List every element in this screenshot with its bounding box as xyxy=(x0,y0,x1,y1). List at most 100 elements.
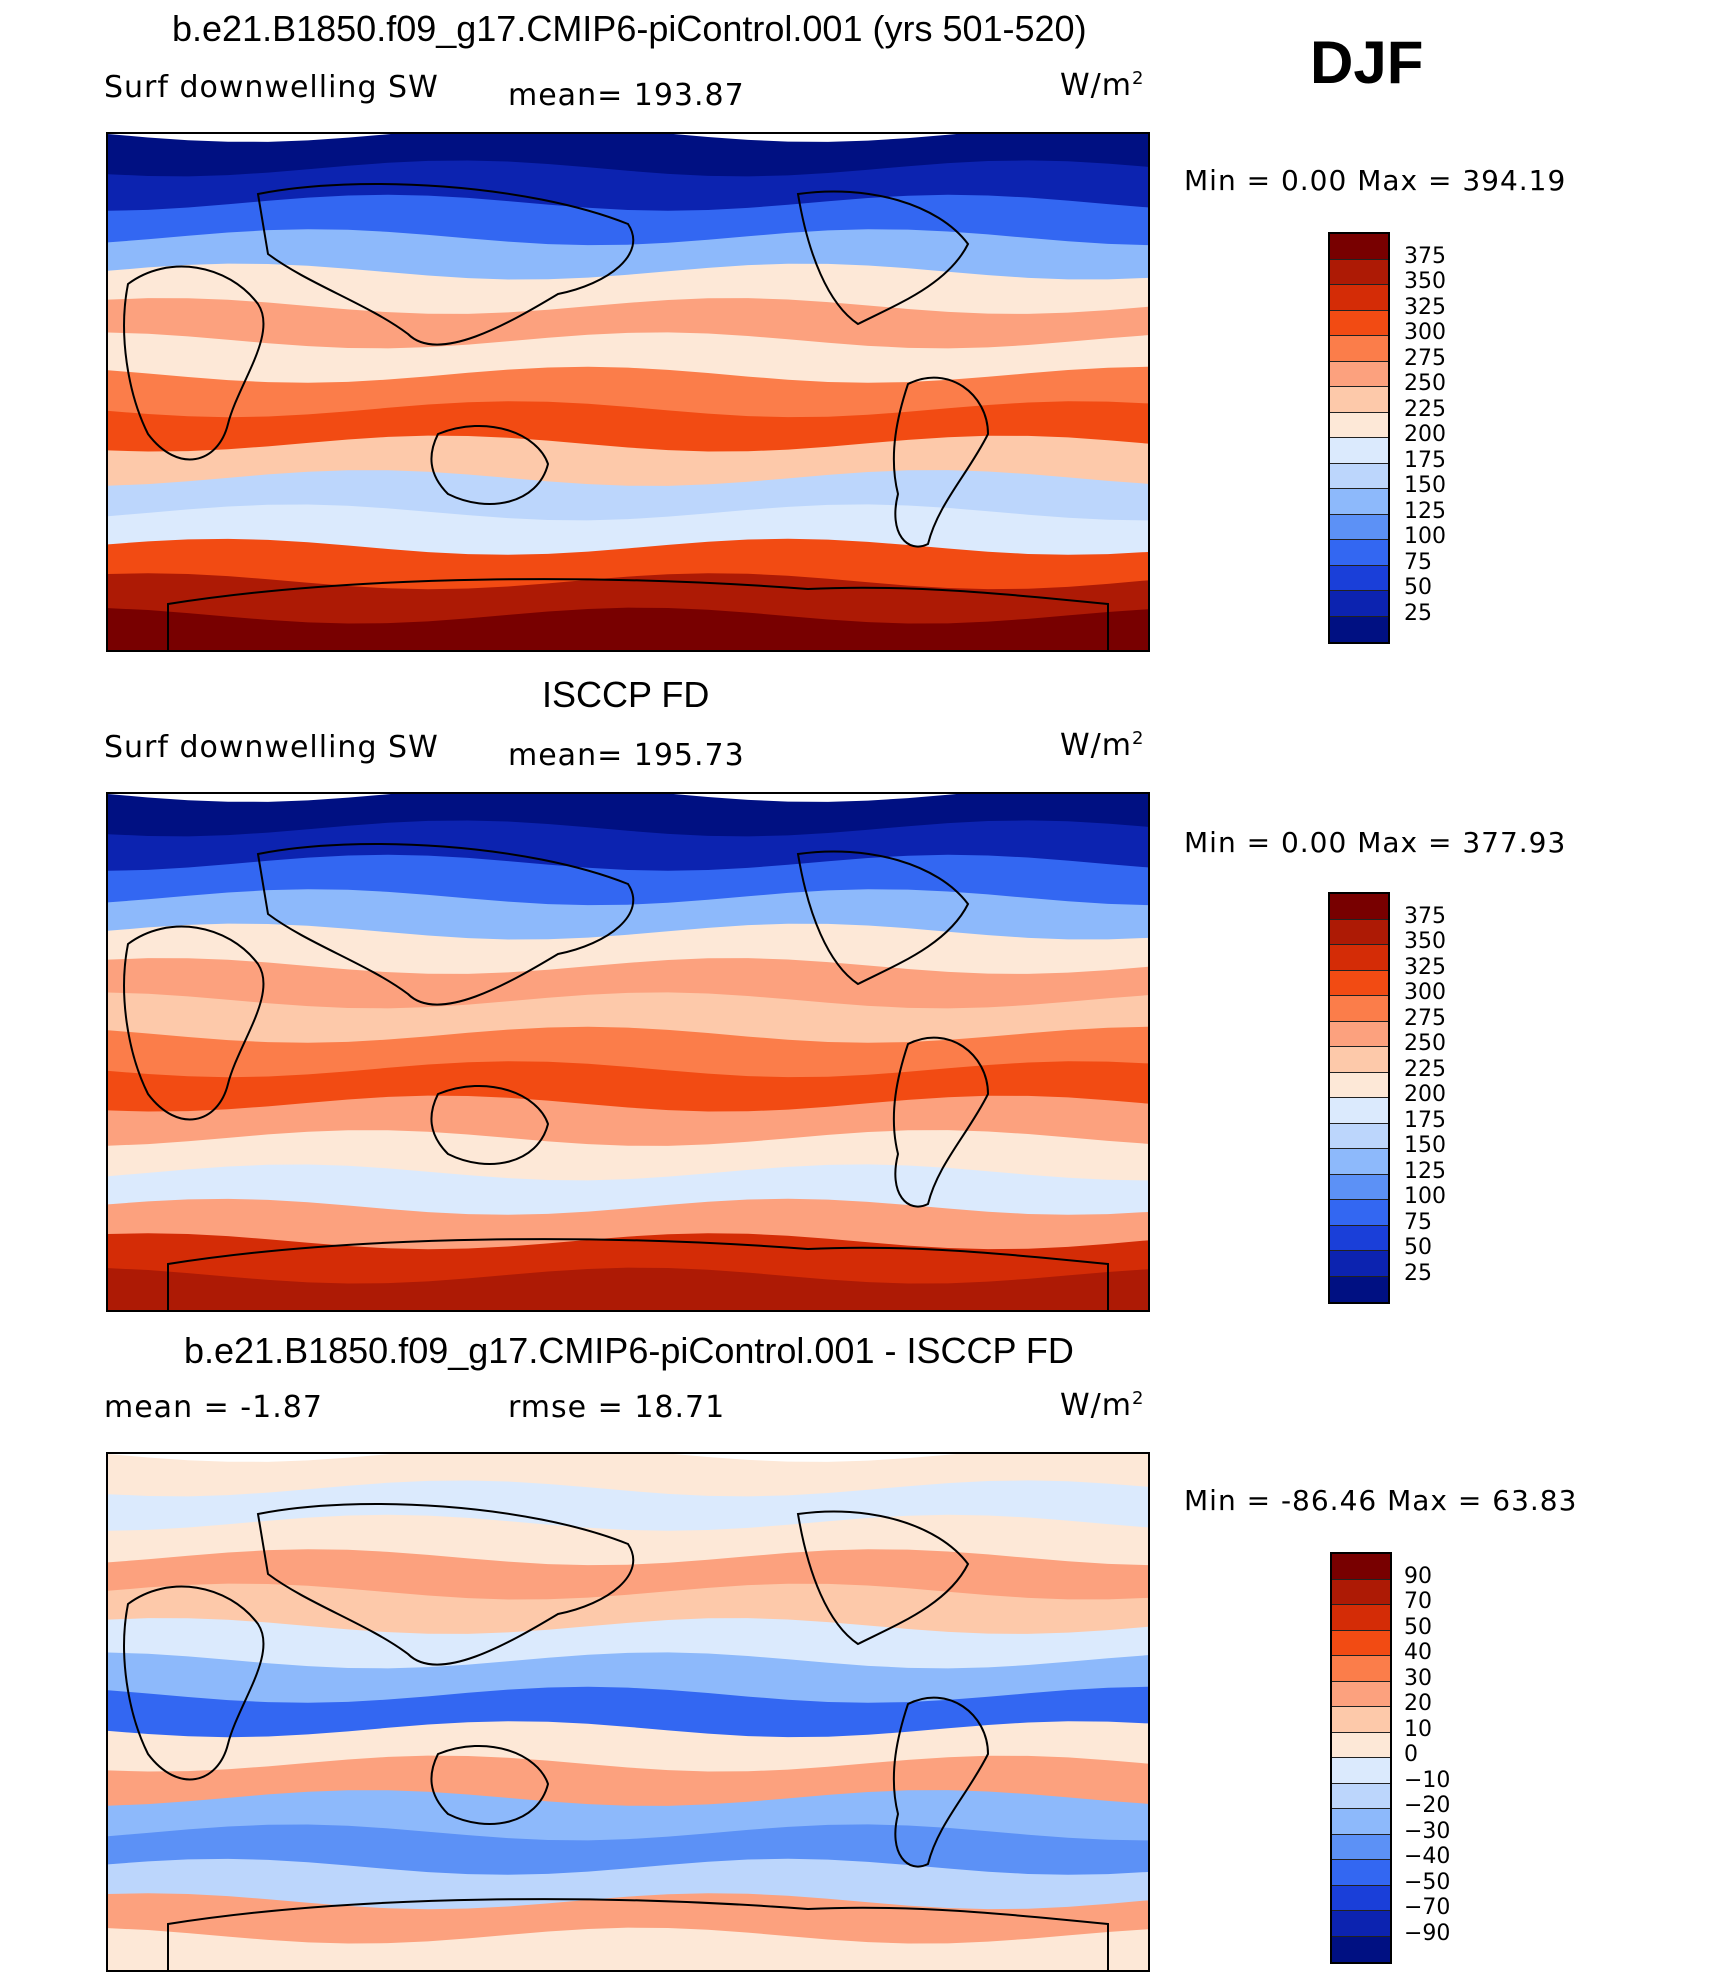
colorbar-tick-label: 275 xyxy=(1404,1005,1446,1031)
colorbar-swatch xyxy=(1330,438,1388,464)
contour-band xyxy=(108,1652,1148,1709)
colorbar-swatch xyxy=(1330,285,1388,311)
colorbar-tick-label: −90 xyxy=(1404,1920,1451,1946)
coastline xyxy=(892,1036,990,1208)
coastline xyxy=(892,1696,990,1868)
panel3-minmax: Min = -86.46 Max = 63.83 xyxy=(1184,1484,1578,1517)
contour-band xyxy=(108,607,1148,650)
coastline xyxy=(123,265,265,461)
contour-band xyxy=(108,538,1148,596)
colorbar-tick-label: 350 xyxy=(1404,929,1446,954)
colorbar-tick-label: 200 xyxy=(1404,422,1446,447)
contour-band xyxy=(108,1267,1148,1310)
panel2-minmax: Min = 0.00 Max = 377.93 xyxy=(1184,826,1567,859)
colorbar-swatch xyxy=(1332,1834,1390,1860)
colorbar-tick-label: 325 xyxy=(1404,954,1446,980)
panel3-colorbar xyxy=(1330,1552,1392,1964)
contour-map xyxy=(108,134,1148,650)
colorbar-tick-label: 375 xyxy=(1404,243,1446,269)
colorbar-tick-label: 50 xyxy=(1404,1614,1432,1640)
contour-map xyxy=(108,1454,1148,1970)
colorbar-swatch xyxy=(1330,591,1388,617)
colorbar-swatch xyxy=(1332,1630,1390,1656)
coastline xyxy=(167,1898,1109,1970)
colorbar-tick-label: 150 xyxy=(1404,473,1446,498)
colorbar-swatch xyxy=(1330,970,1388,996)
coastline xyxy=(892,376,990,548)
colorbar-swatch xyxy=(1330,540,1388,566)
panel1-variable-label: Surf downwelling SW xyxy=(104,70,439,105)
colorbar-tick-label: 30 xyxy=(1404,1665,1432,1691)
contour-band xyxy=(108,958,1148,1015)
colorbar-tick-label: −30 xyxy=(1404,1818,1451,1844)
contour-band xyxy=(108,263,1148,320)
colorbar-swatch xyxy=(1330,234,1388,260)
coastline xyxy=(796,190,970,326)
colorbar-tick-label: 325 xyxy=(1404,294,1446,320)
contour-band xyxy=(108,1618,1148,1675)
colorbar-swatch xyxy=(1330,259,1388,285)
colorbar-tick-label: 25 xyxy=(1404,600,1432,626)
contour-band xyxy=(108,1583,1148,1640)
colorbar-swatch xyxy=(1332,1758,1390,1784)
coastline xyxy=(167,1238,1109,1310)
contour-map xyxy=(108,794,1148,1310)
coastline xyxy=(796,850,970,986)
colorbar-swatch xyxy=(1330,1251,1388,1277)
colorbar-tick-label: −40 xyxy=(1404,1844,1451,1869)
contour-band xyxy=(108,366,1148,424)
colorbar-swatch xyxy=(1330,412,1388,438)
panel1-minmax: Min = 0.00 Max = 394.19 xyxy=(1184,164,1567,197)
colorbar-swatch xyxy=(1330,361,1388,387)
colorbar-swatch xyxy=(1330,514,1388,540)
panel2-map xyxy=(106,792,1150,1312)
colorbar-swatch xyxy=(1332,1936,1390,1962)
coastline xyxy=(430,1745,550,1825)
coastline xyxy=(796,1510,970,1646)
colorbar-swatch xyxy=(1330,919,1388,945)
panel3-mean-label: mean = -1.87 xyxy=(104,1390,323,1425)
colorbar-swatch xyxy=(1330,616,1388,642)
colorbar-swatch xyxy=(1332,1605,1390,1631)
colorbar-swatch xyxy=(1330,565,1388,591)
colorbar-tick-label: 200 xyxy=(1404,1082,1446,1107)
colorbar-swatch xyxy=(1332,1885,1390,1911)
colorbar-tick-label: −50 xyxy=(1404,1869,1451,1895)
contour-band xyxy=(108,1198,1148,1256)
colorbar-tick-label: 75 xyxy=(1404,549,1432,575)
colorbar-swatch xyxy=(1330,1047,1388,1073)
contour-band xyxy=(108,1686,1148,1744)
colorbar-swatch xyxy=(1330,387,1388,413)
contour-band xyxy=(108,992,1148,1049)
coastline xyxy=(167,578,1109,650)
colorbar-tick-label: 275 xyxy=(1404,345,1446,371)
colorbar-swatch xyxy=(1332,1911,1390,1937)
colorbar-tick-label: −70 xyxy=(1404,1895,1451,1920)
coastline xyxy=(123,925,265,1121)
panel1-title: b.e21.B1850.f09_g17.CMIP6-piControl.001 … xyxy=(172,8,1087,49)
colorbar-swatch xyxy=(1332,1707,1390,1733)
colorbar-swatch xyxy=(1332,1732,1390,1758)
panel2-title: ISCCP FD xyxy=(542,674,710,715)
colorbar-tick-label: 40 xyxy=(1404,1640,1432,1665)
panel1-unit-label: W/m2 xyxy=(1060,68,1145,103)
panel2-variable-label: Surf downwelling SW xyxy=(104,730,439,765)
colorbar-swatch xyxy=(1330,463,1388,489)
contour-band xyxy=(108,1858,1148,1916)
panel3-rmse-label: rmse = 18.71 xyxy=(508,1390,726,1425)
panel3-title: b.e21.B1850.f09_g17.CMIP6-piControl.001 … xyxy=(184,1330,1074,1371)
colorbar-tick-label: 300 xyxy=(1404,980,1446,1005)
colorbar-tick-label: 50 xyxy=(1404,575,1432,600)
colorbar-tick-label: 70 xyxy=(1404,1589,1432,1614)
colorbar-tick-label: 125 xyxy=(1404,498,1446,524)
colorbar-swatch xyxy=(1330,1098,1388,1124)
colorbar-swatch xyxy=(1330,310,1388,336)
season-label: DJF xyxy=(1310,29,1424,96)
coastline xyxy=(123,1585,265,1781)
colorbar-tick-label: 225 xyxy=(1404,1056,1446,1082)
colorbar-swatch xyxy=(1330,894,1388,920)
colorbar-tick-label: 375 xyxy=(1404,903,1446,929)
colorbar-tick-label: 50 xyxy=(1404,1235,1432,1260)
panel2-colorbar xyxy=(1328,892,1390,1304)
colorbar-tick-label: 100 xyxy=(1404,1184,1446,1209)
